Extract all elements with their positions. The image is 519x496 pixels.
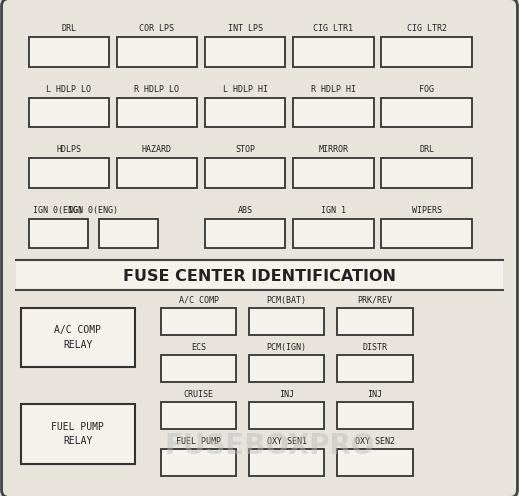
Bar (381, 219, 472, 248)
Text: PCM(BAT): PCM(BAT) (267, 296, 307, 305)
Text: INJ: INJ (279, 390, 294, 399)
Text: CRUISE: CRUISE (184, 390, 213, 399)
Bar (337, 308, 413, 335)
Bar (337, 449, 413, 476)
Bar (337, 355, 413, 382)
Bar (381, 37, 472, 67)
Text: IGN 1: IGN 1 (321, 206, 346, 215)
Bar (381, 158, 472, 188)
Text: STOP: STOP (235, 145, 255, 154)
Text: R HDLP HI: R HDLP HI (311, 85, 356, 94)
Bar (161, 449, 236, 476)
Bar (337, 402, 413, 429)
Text: COR LPS: COR LPS (140, 24, 174, 33)
Text: INJ: INJ (367, 390, 383, 399)
Text: FOG: FOG (419, 85, 434, 94)
Text: PRK/REV: PRK/REV (358, 296, 392, 305)
Text: OXY SEN2: OXY SEN2 (355, 437, 395, 446)
Text: HDLPS: HDLPS (56, 145, 81, 154)
Bar (117, 98, 197, 127)
Bar (293, 219, 374, 248)
Bar (161, 402, 236, 429)
Text: FUEL PUMP: FUEL PUMP (176, 437, 221, 446)
Text: IGN 0(ENG): IGN 0(ENG) (69, 206, 118, 215)
Bar (293, 37, 374, 67)
Bar (249, 449, 324, 476)
Bar (293, 158, 374, 188)
Text: R HDLP LO: R HDLP LO (134, 85, 180, 94)
Text: ECS: ECS (191, 343, 206, 352)
Bar (21, 308, 135, 367)
Text: ABS: ABS (238, 206, 253, 215)
Bar (117, 158, 197, 188)
Bar (29, 158, 109, 188)
Text: DISTR: DISTR (362, 343, 388, 352)
Bar (16, 260, 503, 290)
Bar (205, 37, 285, 67)
Text: CIG LTR1: CIG LTR1 (313, 24, 353, 33)
Text: FUSE CENTER IDENTIFICATION: FUSE CENTER IDENTIFICATION (123, 269, 396, 284)
Text: L HDLP HI: L HDLP HI (223, 85, 268, 94)
Text: L HDLP LO: L HDLP LO (46, 85, 91, 94)
Bar (249, 308, 324, 335)
Text: A/C COMP
RELAY: A/C COMP RELAY (54, 325, 101, 350)
Bar (117, 37, 197, 67)
Text: MIRROR: MIRROR (319, 145, 348, 154)
Text: A/C COMP: A/C COMP (179, 296, 218, 305)
Bar (205, 158, 285, 188)
Bar (205, 219, 285, 248)
Bar (161, 308, 236, 335)
Bar (293, 98, 374, 127)
Bar (161, 355, 236, 382)
Text: IGN 0(ENG): IGN 0(ENG) (33, 206, 84, 215)
Text: DRL: DRL (61, 24, 76, 33)
Text: HAZARD: HAZARD (142, 145, 172, 154)
Text: PCM(IGN): PCM(IGN) (267, 343, 307, 352)
Bar (29, 37, 109, 67)
Bar (205, 98, 285, 127)
Text: CIG LTR2: CIG LTR2 (407, 24, 447, 33)
Text: WIPERS: WIPERS (412, 206, 442, 215)
Bar (21, 404, 135, 464)
Bar (29, 98, 109, 127)
Text: OXY SEN1: OXY SEN1 (267, 437, 307, 446)
Bar (99, 219, 158, 248)
Bar (381, 98, 472, 127)
Text: FUEL PUMP
RELAY: FUEL PUMP RELAY (51, 422, 104, 446)
Text: DRL: DRL (419, 145, 434, 154)
Bar (29, 219, 88, 248)
Bar (249, 402, 324, 429)
Text: FUSEBOXPRO: FUSEBOXPRO (165, 433, 375, 460)
Bar (249, 355, 324, 382)
Text: INT LPS: INT LPS (228, 24, 263, 33)
